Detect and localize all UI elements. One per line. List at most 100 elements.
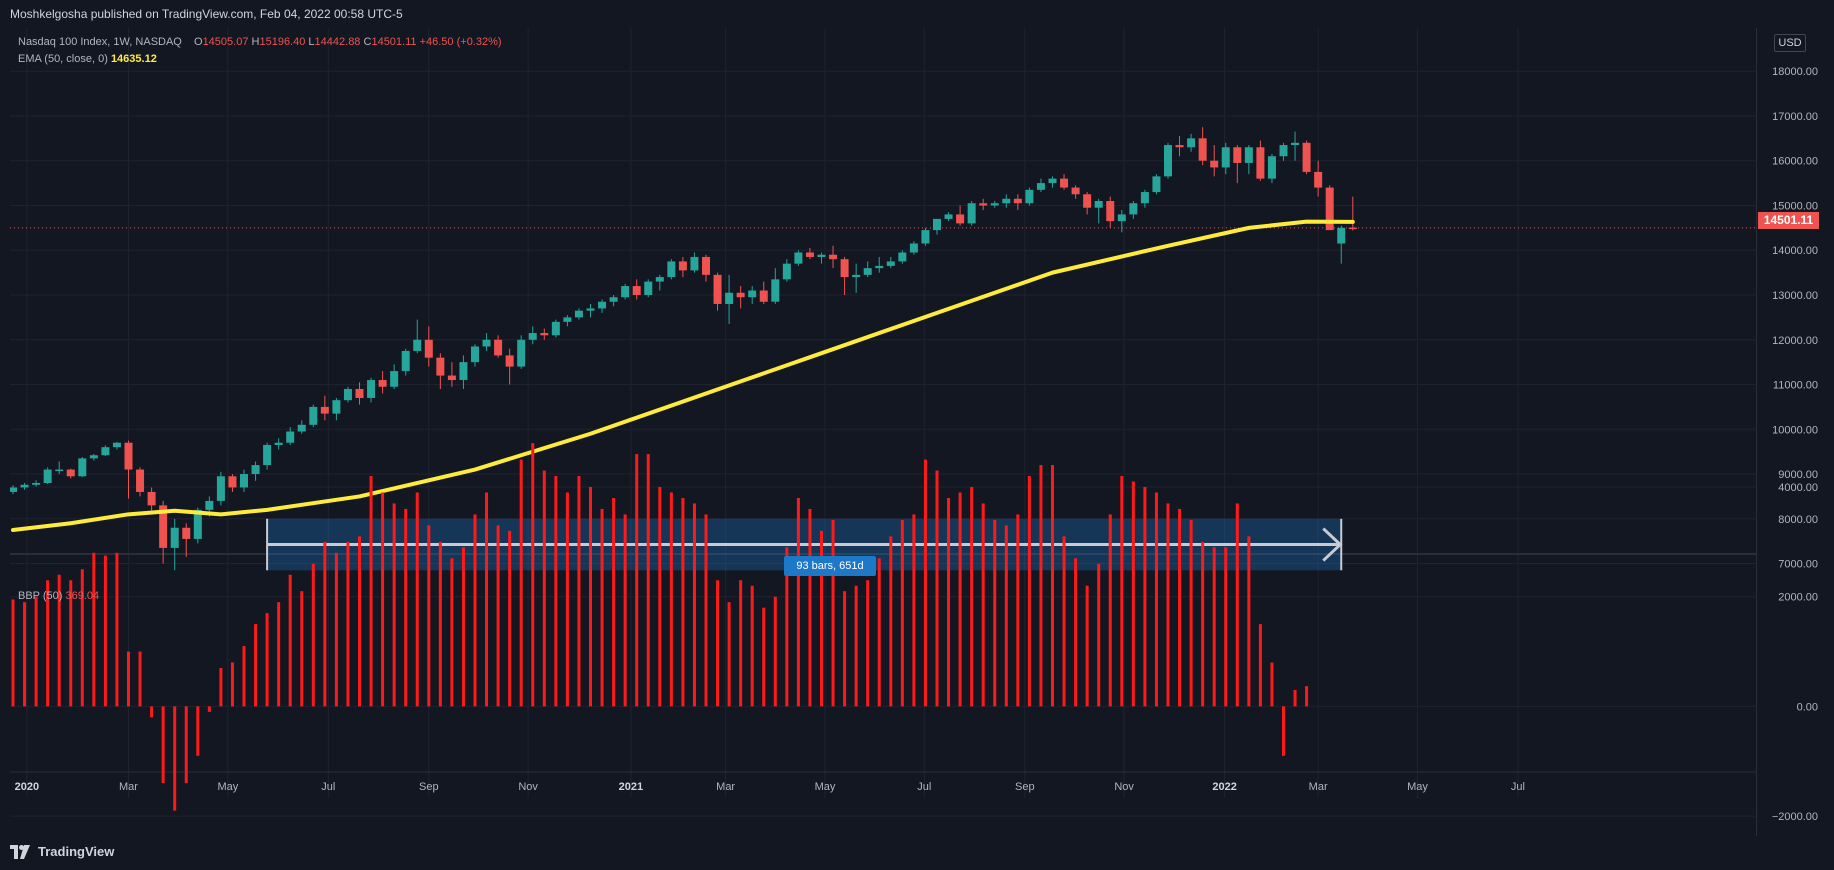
tradingview-logo[interactable]: TradingView (10, 844, 114, 859)
price-tick-label: 10000.00 (1772, 424, 1818, 436)
currency-button[interactable]: USD (1774, 34, 1806, 52)
candle-body (320, 406, 329, 414)
bbp-bar (69, 580, 73, 707)
bbp-bar (461, 547, 465, 707)
ema-legend[interactable]: EMA (50, close, 0) 14635.12 (18, 53, 157, 65)
candle-body (1221, 147, 1230, 168)
candle-body (898, 252, 907, 262)
bbp-legend[interactable]: BBP (50) 369.04 (18, 590, 99, 602)
bbp-bar (820, 530, 823, 707)
chart-canvas[interactable]: 2020 Mar May Jul Sep Nov 2021 Mar May Jul Sep Nov 20… (10, 28, 1756, 836)
candle-body (263, 444, 272, 466)
candle-body (447, 375, 456, 381)
candle-body (805, 252, 814, 257)
bbp-bar (1178, 508, 1182, 707)
bbp-bar (993, 519, 997, 707)
bbp-bar (196, 706, 200, 756)
bbp-bar (230, 662, 234, 707)
candle-body (586, 308, 595, 311)
symbol-legend[interactable]: Nasdaq 100 Index, 1W, NASDAQ O14505.07 H… (18, 36, 502, 48)
ema-label[interactable]: EMA (50, close, 0) (18, 53, 108, 65)
candle-body (1106, 201, 1115, 222)
bbp-bar (1120, 476, 1124, 707)
bbp-bar (127, 651, 130, 707)
candle-body (944, 214, 953, 219)
price-tick-label: 17000.00 (1772, 111, 1818, 123)
candle-body (875, 265, 884, 269)
bbp-bar (150, 706, 154, 718)
bbp-bar (923, 459, 927, 707)
tradingview-brand: TradingView (38, 844, 115, 859)
price-tick-label: 11000.00 (1773, 380, 1818, 392)
bbp-bar (808, 508, 812, 707)
candle-body (852, 274, 861, 278)
bbp-bar (947, 497, 951, 707)
bbp-bar (11, 599, 15, 707)
candle-body (1060, 178, 1069, 188)
candle-body (1048, 178, 1057, 184)
bbp-bar (1016, 514, 1020, 707)
bbp-bar (739, 580, 743, 707)
bbp-bar (554, 476, 558, 707)
bbp-tick-label: 4000.00 (1778, 482, 1818, 494)
bbp-bar (912, 514, 916, 707)
time-axis-label: May (217, 781, 238, 793)
ema-line (11, 219, 1355, 532)
bbp-bar (1189, 519, 1193, 707)
bbp-bar (311, 563, 315, 707)
candle-body (424, 339, 433, 358)
bbp-bar (103, 555, 107, 707)
chart-area[interactable]: 2020 Mar May Jul Sep Nov 2021 Mar May Jul Sep Nov 20… (10, 28, 1756, 836)
bbp-bar (1166, 503, 1170, 707)
price-tick-label: 16000.00 (1772, 156, 1818, 168)
bbp-bar (138, 651, 142, 707)
bbp-bar (935, 470, 939, 707)
bbp-bar (1108, 514, 1112, 707)
candle-body (78, 458, 87, 477)
bbp-bar (508, 530, 512, 707)
bbp-bar (646, 454, 650, 707)
bbp-bar (785, 547, 789, 707)
price-tick-label: 7000.00 (1778, 559, 1818, 571)
bbp-bar (242, 646, 246, 707)
candle-body (621, 286, 630, 298)
price-tick-label: 12000.00 (1772, 335, 1818, 347)
bbp-bar (1282, 706, 1285, 756)
symbol-name[interactable]: Nasdaq 100 Index, 1W, NASDAQ (18, 36, 182, 48)
candle-body (1152, 176, 1161, 193)
time-axis-label: 2020 (15, 781, 39, 793)
bbp-bar (473, 514, 477, 707)
bbp-value: 369.04 (65, 590, 100, 602)
bbp-bar (796, 497, 800, 707)
candle-body (782, 263, 791, 280)
candle-body (390, 371, 399, 387)
candle-body (43, 469, 52, 483)
price-axis[interactable]: 18000.00 17000.00 16000.00 15000.00 14000.00… (1756, 28, 1834, 836)
candle-body (378, 380, 387, 387)
candle-body (228, 476, 237, 488)
bbp-bar (877, 558, 881, 707)
bbp-bar (600, 508, 604, 707)
bbp-bar (1258, 624, 1262, 707)
time-axis-label: 2021 (619, 781, 643, 793)
bbp-label[interactable]: BBP (50) (18, 590, 63, 602)
bbp-bar (623, 514, 627, 707)
bbp-bar (184, 706, 188, 784)
publisher-text: Moshkelgosha published on TradingView.co… (10, 7, 403, 21)
bbp-bar (1143, 487, 1147, 707)
ema-value: 14635.12 (110, 53, 157, 65)
bbp-tick-label: 2000.00 (1778, 592, 1818, 604)
footer: TradingView (0, 836, 1834, 870)
bbp-bar (635, 454, 639, 707)
bbp-bar (1131, 481, 1135, 707)
bbp-bar (704, 514, 708, 707)
bbp-bar (265, 613, 269, 707)
high-value: 15196.40 (259, 36, 306, 48)
bbp-bar (92, 552, 96, 707)
candle-body (840, 259, 849, 278)
bbp-tick-label: −2000.00 (1772, 811, 1818, 823)
candle-body (1175, 145, 1184, 148)
candle-body (1071, 187, 1080, 195)
bbp-bar (46, 580, 50, 707)
candle-body (1025, 189, 1034, 204)
